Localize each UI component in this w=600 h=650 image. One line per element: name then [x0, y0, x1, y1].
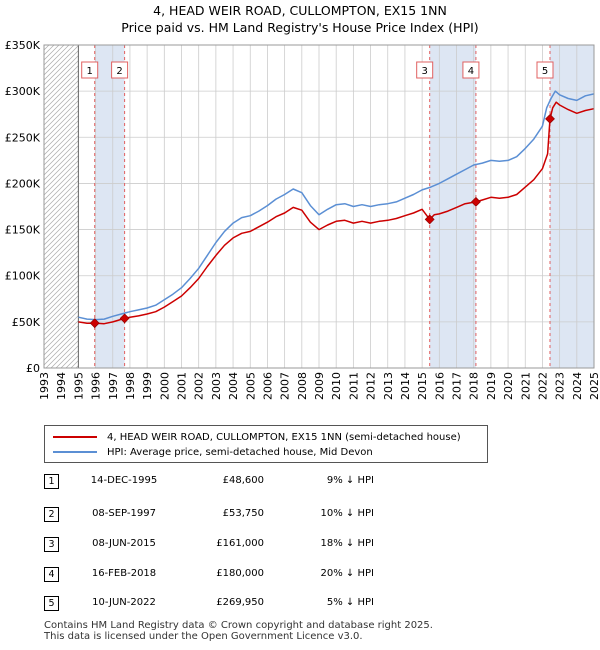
- marker-box: [462, 61, 480, 79]
- legend-swatch-property: [53, 436, 97, 438]
- transaction-hpi: 9% ↓ HPI: [326, 475, 374, 486]
- transaction-hpi: 18% ↓ HPI: [320, 538, 374, 549]
- ownership-shade: [429, 45, 476, 368]
- y-tick-label: £0: [26, 362, 40, 375]
- transaction-number: 4: [44, 567, 59, 582]
- y-tick-label: £100K: [5, 270, 41, 283]
- x-tick-label: 2022: [536, 372, 549, 400]
- legend-item-property: 4, HEAD WEIR ROAD, CULLOMPTON, EX15 1NN …: [53, 430, 461, 444]
- x-tick-label: 1999: [141, 372, 154, 400]
- x-tick-label: 2025: [588, 372, 600, 400]
- x-tick-label: 1995: [72, 372, 85, 400]
- marker-label: 3: [422, 66, 428, 77]
- x-tick-label: 2013: [382, 372, 395, 400]
- x-tick-label: 2016: [433, 372, 446, 400]
- x-tick-label: 1993: [38, 372, 51, 400]
- marker-label: 4: [468, 66, 474, 77]
- transaction-hpi: 20% ↓ HPI: [320, 568, 374, 579]
- y-tick-label: £300K: [5, 85, 41, 98]
- x-tick-label: 2000: [158, 372, 171, 400]
- sale-point: [545, 113, 555, 124]
- x-tick-label: 2007: [279, 372, 292, 400]
- transaction-price: £161,000: [216, 538, 264, 549]
- x-tick-label: 2012: [365, 372, 378, 400]
- marker-box: [536, 61, 554, 79]
- chart-subtitle: Price paid vs. HM Land Registry's House …: [121, 20, 479, 35]
- transaction-number: 2: [44, 507, 59, 522]
- sale-point: [119, 313, 130, 324]
- transaction-number: 1: [44, 474, 59, 489]
- transaction-number: 3: [44, 537, 59, 552]
- x-tick-label: 2004: [227, 372, 240, 400]
- transaction-row: 2 08-SEP-1997 £53,750 10% ↓ HPI: [44, 507, 444, 523]
- transaction-row: 4 16-FEB-2018 £180,000 20% ↓ HPI: [44, 567, 444, 583]
- transaction-date: 14-DEC-1995: [90, 475, 158, 486]
- legend-swatch-hpi: [53, 451, 97, 453]
- x-tick-label: 1998: [124, 372, 137, 400]
- transaction-price: £180,000: [216, 568, 264, 579]
- legend-label-property: 4, HEAD WEIR ROAD, CULLOMPTON, EX15 1NN …: [107, 431, 461, 443]
- marker-label: 1: [87, 66, 93, 77]
- legend-item-hpi: HPI: Average price, semi-detached house,…: [53, 445, 373, 459]
- x-tick-label: 1996: [90, 372, 103, 400]
- x-tick-label: 2015: [416, 372, 429, 400]
- footer-license: This data is licensed under the Open Gov…: [44, 631, 363, 642]
- marker-box: [111, 61, 129, 79]
- transaction-price: £269,950: [216, 597, 264, 608]
- y-tick-label: £250K: [5, 131, 41, 144]
- ownership-shade: [550, 45, 594, 368]
- x-tick-label: 2001: [176, 372, 189, 400]
- transaction-price: £48,600: [222, 475, 264, 486]
- x-tick-label: 2024: [571, 372, 584, 400]
- marker-label: 5: [542, 66, 548, 77]
- y-tick-label: £150K: [5, 224, 41, 237]
- x-tick-label: 2008: [296, 372, 309, 400]
- x-tick-label: 2019: [485, 372, 498, 400]
- footer-copyright: Contains HM Land Registry data © Crown c…: [44, 620, 433, 631]
- property-series-line: [78, 101, 595, 325]
- chart-title: 4, HEAD WEIR ROAD, CULLOMPTON, EX15 1NN: [153, 3, 447, 18]
- sale-point: [470, 196, 481, 207]
- x-tick-label: 1994: [55, 372, 68, 400]
- x-tick-label: 2010: [330, 372, 343, 400]
- x-tick-label: 2017: [451, 372, 464, 400]
- sale-point: [89, 318, 100, 329]
- x-tick-label: 2009: [313, 372, 326, 400]
- x-tick-label: 2020: [502, 372, 515, 400]
- transaction-date: 08-JUN-2015: [92, 538, 156, 549]
- x-tick-label: 2003: [210, 372, 223, 400]
- x-tick-label: 2005: [244, 372, 257, 400]
- x-tick-label: 2002: [193, 372, 206, 400]
- sale-point: [424, 214, 435, 225]
- transaction-hpi: 10% ↓ HPI: [320, 508, 374, 519]
- transaction-hpi: 5% ↓ HPI: [326, 597, 374, 608]
- x-tick-label: 2011: [347, 372, 360, 400]
- transaction-number: 5: [44, 596, 59, 611]
- x-tick-label: 2014: [399, 372, 412, 400]
- transaction-row: 1 14-DEC-1995 £48,600 9% ↓ HPI: [44, 474, 444, 490]
- marker-label: 2: [116, 66, 122, 77]
- transaction-date: 10-JUN-2022: [92, 597, 156, 608]
- plot-border: [43, 44, 595, 369]
- transaction-row: 5 10-JUN-2022 £269,950 5% ↓ HPI: [44, 596, 444, 612]
- transaction-date: 16-FEB-2018: [91, 568, 157, 579]
- price-chart: 1 2 3 4 5 £0 £50K £100K £150K £200K £250K £300K £35…: [5, 39, 600, 400]
- y-tick-label: £350K: [5, 39, 41, 52]
- x-tick-label: 2023: [554, 372, 567, 400]
- transaction-date: 08-SEP-1997: [92, 508, 156, 519]
- transaction-price: £53,750: [222, 508, 264, 519]
- x-tick-label: 2018: [468, 372, 481, 400]
- legend: 4, HEAD WEIR ROAD, CULLOMPTON, EX15 1NN …: [44, 425, 488, 463]
- hpi-series-line: [78, 90, 595, 321]
- y-tick-label: £50K: [12, 316, 41, 329]
- marker-box: [416, 61, 434, 79]
- marker-box: [81, 61, 99, 79]
- x-tick-label: 1997: [107, 372, 120, 400]
- legend-label-hpi: HPI: Average price, semi-detached house,…: [107, 446, 373, 458]
- transaction-row: 3 08-JUN-2015 £161,000 18% ↓ HPI: [44, 537, 444, 553]
- x-tick-label: 2021: [519, 372, 532, 400]
- x-tick-label: 2006: [261, 372, 274, 400]
- y-tick-label: £200K: [5, 177, 41, 190]
